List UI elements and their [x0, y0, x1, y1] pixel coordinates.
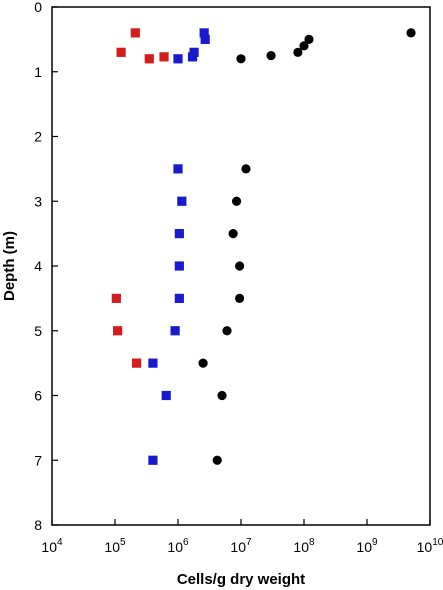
- data-point-square: [148, 358, 158, 368]
- data-point-square: [199, 28, 209, 38]
- data-point-square: [130, 28, 140, 38]
- y-tick-label: 3: [34, 193, 42, 209]
- data-point-circle: [212, 455, 222, 465]
- y-tick-label: 8: [34, 517, 42, 533]
- data-point-square: [113, 326, 123, 336]
- data-point-square: [131, 358, 142, 368]
- data-point-circle: [266, 50, 276, 61]
- data-point-circle: [241, 164, 251, 174]
- data-point-square: [174, 261, 184, 271]
- tick-labels: 104 105 106 107 108 109 1010 0 1 2 3 4 5 6 7 8: [34, 0, 443, 555]
- x-tick-label: 107: [230, 537, 252, 555]
- data-point-circle: [293, 47, 303, 57]
- data-point-circle: [228, 229, 238, 239]
- data-point-circle: [234, 293, 245, 303]
- data-point-square: [177, 196, 187, 206]
- y-tick-label: 7: [34, 452, 42, 468]
- data-point-square: [173, 164, 183, 174]
- data-point-circle: [299, 41, 309, 51]
- data-point-circle: [406, 28, 416, 38]
- x-tick-label: 109: [356, 537, 378, 555]
- data-point-square: [111, 293, 121, 303]
- x-tick-label: 106: [167, 537, 189, 555]
- data-point-square: [174, 293, 184, 303]
- x-tick-label: 105: [104, 537, 126, 555]
- y-tick-label: 5: [34, 323, 42, 339]
- x-axis-title: Cells/g dry weight: [177, 571, 305, 588]
- axis-ticks: [51, 6, 431, 526]
- x-tick-label: 104: [41, 537, 63, 555]
- data-point-circle: [217, 390, 227, 401]
- x-tick-label: 108: [293, 537, 315, 555]
- data-point-circle: [198, 358, 208, 368]
- data-point-square: [144, 54, 154, 64]
- y-tick-label: 0: [34, 0, 42, 15]
- data-point-circle: [222, 326, 232, 336]
- y-tick-label: 2: [34, 129, 42, 145]
- data-point-square: [174, 229, 184, 239]
- data-marks: [111, 28, 416, 465]
- y-tick-label: 1: [34, 64, 42, 80]
- data-point-square: [159, 52, 169, 62]
- y-tick-label: 6: [34, 388, 42, 404]
- data-point-square: [116, 47, 126, 57]
- data-point-circle: [304, 34, 314, 44]
- data-point-square: [170, 326, 180, 336]
- data-point-circle: [234, 261, 245, 271]
- y-axis-title: Depth (m): [1, 231, 18, 301]
- data-point-square: [173, 54, 183, 64]
- data-point-circle: [231, 196, 242, 206]
- data-point-square: [200, 34, 210, 44]
- data-point-circle: [236, 54, 246, 64]
- y-tick-label: 4: [34, 258, 42, 274]
- data-point-square: [148, 455, 158, 465]
- data-point-square: [161, 390, 171, 401]
- x-tick-label: 1010: [417, 537, 443, 555]
- data-point-square: [187, 52, 198, 62]
